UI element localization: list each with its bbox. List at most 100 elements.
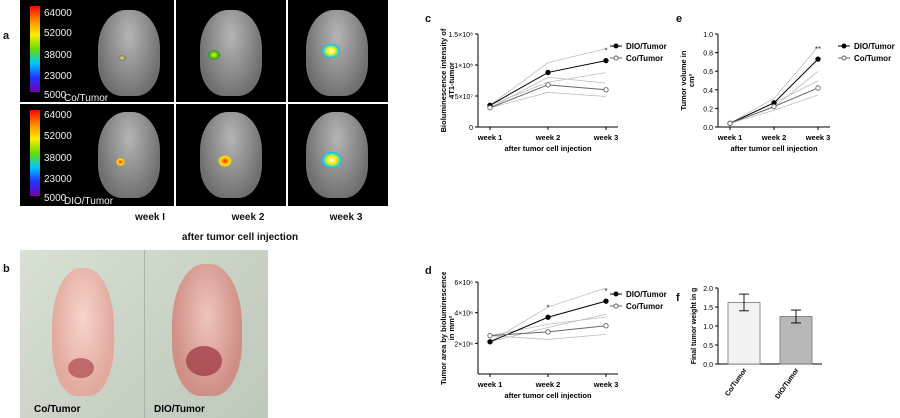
scale-tick: 23000 — [44, 71, 72, 82]
data-point — [815, 85, 821, 91]
data-point — [603, 298, 609, 304]
series-spread-line — [489, 316, 607, 337]
x-tick-label: week 1 — [717, 133, 743, 142]
y-tick-label: 1.5×10⁸ — [448, 32, 473, 39]
data-point — [487, 333, 493, 339]
legend-marker — [841, 43, 847, 49]
tumor-region — [68, 358, 94, 378]
y-tick-label: 0.5 — [703, 343, 713, 350]
panel-a-letter: a — [3, 30, 10, 42]
y-axis-title: Tumor area by bioluminescencein mm² — [439, 272, 456, 385]
scale-tick: 38000 — [44, 153, 72, 164]
x-axis-title: after tumor cell injection — [730, 144, 818, 153]
data-point — [487, 105, 493, 111]
week-label: week I — [134, 212, 166, 223]
y-tick-label: 5×10⁷ — [455, 94, 474, 101]
significance-marker: * — [604, 287, 607, 296]
y-axis-title: Bioluminescence intensity of4T1-tumor — [439, 28, 456, 132]
series-spread-line — [489, 333, 607, 340]
y-tick-label: 2×10⁶ — [454, 341, 473, 348]
tumor-signal — [218, 155, 232, 167]
x-tick-label: week 3 — [593, 380, 619, 389]
x-tick-label: week 2 — [761, 133, 787, 142]
data-point — [545, 314, 551, 320]
series-spread-line — [489, 287, 607, 343]
scale-tick: 5000 — [44, 90, 67, 101]
series-spread-line — [489, 48, 607, 106]
data-point — [603, 58, 609, 64]
data-point — [545, 69, 551, 76]
scale-tick: 64000 — [44, 8, 72, 19]
series-spread-line — [729, 94, 819, 124]
x-axis-title: after tumor cell injection — [504, 391, 592, 400]
significance-marker: * — [546, 303, 549, 312]
row-label-co: Co/Tumor — [64, 93, 109, 104]
data-point — [727, 120, 733, 126]
legend-marker — [613, 55, 619, 61]
tumor-signal — [118, 55, 126, 61]
y-axis-title: Tumor volume incm³ — [680, 50, 696, 110]
legend-label: DIO/Tumor — [854, 42, 895, 51]
data-point — [603, 87, 609, 93]
tumor-signal — [322, 44, 340, 58]
series-spread-line — [489, 92, 607, 109]
legend-label: Co/Tumor — [626, 302, 663, 311]
y-tick-label: 2.0 — [703, 286, 713, 293]
tumor-region — [186, 346, 222, 376]
chart-e: 0.0 0.2 0.4 0.6 0.8 1.0 week 1 week 2 week 3 afte… — [680, 32, 895, 153]
photo-label-co: Co/Tumor — [34, 404, 81, 415]
y-tick-label: 1.5 — [703, 305, 713, 312]
color-scale-bar-co — [30, 6, 40, 92]
mouse-image — [98, 10, 160, 96]
tumor-signal — [322, 152, 342, 168]
scale-tick: 52000 — [44, 28, 72, 39]
panel-b-letter: b — [3, 263, 10, 275]
color-scale-bar-dio — [30, 110, 40, 196]
data-point — [603, 323, 609, 329]
y-tick-label: 1×10⁸ — [454, 63, 473, 70]
photo-label-dio: DIO/Tumor — [154, 404, 205, 415]
legend-label: DIO/Tumor — [626, 290, 667, 299]
scale-tick: 52000 — [44, 131, 72, 142]
y-tick-label: 0.0 — [703, 362, 713, 369]
chart-c: 0 5×10⁷ 1×10⁸ 1.5×10⁸ week 1 week 2 week 3afte… — [439, 28, 667, 153]
y-tick-label: 0.0 — [703, 125, 713, 132]
legend-label: Co/Tumor — [626, 54, 663, 63]
x-tick-label: week 2 — [535, 133, 561, 142]
legend-label: Co/Tumor — [854, 54, 891, 63]
y-tick-label: 1.0 — [703, 324, 713, 331]
chart-f: 0.0 0.5 1.0 1.5 2.0 Co/Tumor DIO/Tumor Final tu… — [691, 286, 822, 400]
panel-a-xlabel: after tumor cell injection — [181, 232, 299, 243]
significance-marker: ** — [815, 45, 821, 54]
legend-marker — [613, 43, 619, 49]
bar — [779, 316, 813, 365]
legend-marker — [613, 303, 619, 309]
scale-tick: 64000 — [44, 110, 72, 121]
row-label-dio: DIO/Tumor — [64, 196, 114, 207]
week-label: week 2 — [231, 212, 265, 223]
panel-d-letter: d — [425, 265, 432, 277]
x-tick-label: week 1 — [477, 133, 503, 142]
x-tick-label: Co/Tumor — [724, 367, 749, 398]
week-label: week 3 — [329, 212, 363, 223]
series-spread-line — [729, 46, 819, 124]
panel-f-letter: f — [676, 292, 680, 304]
series-spread-line — [489, 76, 607, 109]
x-axis-title: after tumor cell injection — [504, 144, 592, 153]
panel-a-imaging: 64000 52000 38000 23000 5000 Co/Tumor 64… — [20, 0, 388, 207]
y-tick-label: 4×10⁶ — [454, 311, 473, 318]
y-axis-title: Final tumor weight in g — [691, 288, 698, 365]
x-tick-label: DIO/Tumor — [774, 367, 800, 400]
legend-marker — [841, 55, 847, 61]
legend-marker — [613, 291, 619, 297]
panel-c-letter: c — [425, 13, 432, 25]
y-tick-label: 0.4 — [703, 88, 713, 95]
data-point — [545, 82, 551, 88]
panel-e-letter: e — [676, 13, 683, 25]
data-point — [545, 329, 551, 335]
y-tick-label: 0.6 — [703, 69, 713, 76]
mouse-image — [200, 112, 262, 198]
series-line — [489, 84, 607, 109]
scale-tick: 23000 — [44, 174, 72, 185]
